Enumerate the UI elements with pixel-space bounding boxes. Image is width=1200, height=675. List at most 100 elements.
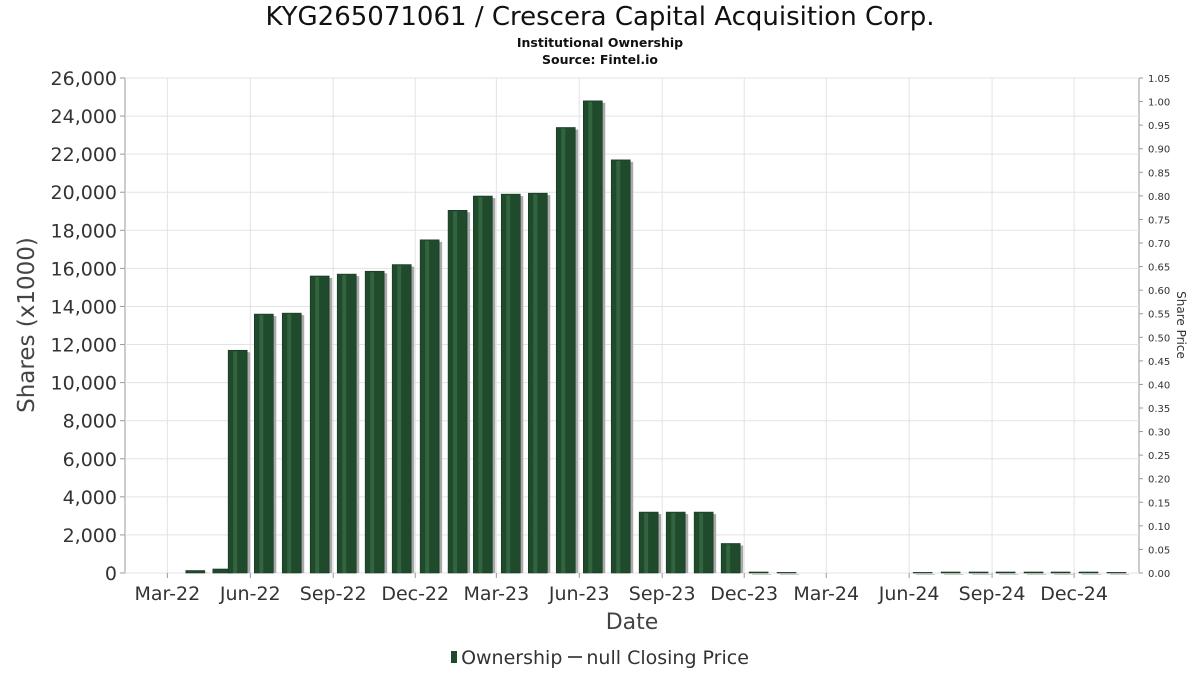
axes-layer: 0 2,000 4,000 6,000 8,000 10,000 12,000 14,000 1… — [51, 68, 1171, 605]
ownership-bar — [693, 511, 714, 574]
y-tick-label: 22,000 — [51, 144, 117, 166]
ownership-bar — [720, 543, 741, 574]
legend-price-swatch — [568, 656, 583, 658]
y2-tick-label: 0.85 — [1148, 168, 1170, 179]
y2-tick-label: 0.55 — [1148, 310, 1170, 321]
x-tick-label: Mar-24 — [793, 583, 859, 605]
y2-tick-label: 0.40 — [1148, 380, 1170, 391]
y2-tick-label: 0.10 — [1148, 522, 1170, 533]
ownership-bar — [582, 100, 603, 574]
y2-tick-label: 0.35 — [1148, 404, 1170, 415]
x-tick-label: Jun-23 — [548, 583, 610, 605]
bar-highlight — [588, 101, 593, 573]
y2-tick-label: 0.30 — [1148, 428, 1170, 439]
x-tick-label: Dec-24 — [1040, 583, 1108, 605]
y2-tick-label: 1.00 — [1148, 98, 1170, 109]
y2-tick-label: 0.75 — [1148, 215, 1170, 226]
ownership-bar — [940, 571, 961, 574]
x-tick-label: Sep-22 — [300, 583, 367, 605]
x-tick-label: Jun-24 — [878, 583, 940, 605]
bars-layer — [185, 100, 1129, 575]
y2-tick-label: 0.45 — [1148, 357, 1170, 368]
y2-tick-label: 0.65 — [1148, 263, 1170, 274]
bar-highlight — [478, 197, 483, 574]
x-tick-label: Mar-22 — [135, 583, 201, 605]
legend-price-label: null Closing Price — [586, 647, 749, 669]
ownership-bar — [555, 127, 576, 574]
bar-shadow — [972, 574, 992, 575]
ownership-bar — [995, 571, 1016, 574]
x-tick-label: Dec-23 — [710, 583, 778, 605]
ownership-bar — [968, 571, 989, 574]
bar-highlight — [699, 513, 704, 573]
legend: Ownership null Closing Price — [0, 647, 1200, 669]
bar-highlight — [259, 315, 264, 573]
bar-highlight — [726, 544, 731, 573]
ownership-bar — [419, 239, 440, 574]
y-tick-label: 4,000 — [63, 487, 117, 509]
ownership-bar — [1050, 571, 1071, 574]
ownership-bar — [336, 273, 357, 574]
ownership-bar — [1078, 571, 1099, 574]
bar-shadow — [999, 574, 1019, 575]
ownership-bar — [227, 349, 248, 574]
ownership-bar — [776, 572, 797, 574]
y-tick-label: 6,000 — [63, 449, 117, 471]
y2-tick-label: 0.05 — [1148, 545, 1170, 556]
bar-highlight — [425, 240, 430, 574]
y-axis-label: Shares (x1000) — [14, 237, 40, 413]
bar-shadow — [1082, 574, 1102, 575]
bar-shadow — [916, 574, 936, 575]
ownership-bar — [1023, 571, 1044, 574]
ownership-bar — [665, 511, 686, 574]
ownership-bar — [500, 193, 521, 574]
ownership-bar — [748, 571, 769, 574]
legend-ownership-label: Ownership — [461, 647, 563, 669]
x-tick-label: Jun-22 — [219, 583, 281, 605]
y2-tick-label: 0.00 — [1148, 569, 1170, 580]
y-tick-label: 14,000 — [51, 296, 117, 318]
y-tick-label: 10,000 — [51, 373, 117, 395]
ownership-bar — [364, 270, 385, 574]
bar-highlight — [342, 275, 347, 573]
y2-tick-label: 0.20 — [1148, 475, 1170, 486]
bar-highlight — [233, 351, 238, 573]
y-tick-label: 8,000 — [63, 411, 117, 433]
bar-shadow — [1054, 574, 1074, 575]
ownership-bar — [254, 313, 274, 574]
bar-highlight — [506, 195, 511, 573]
ownership-bar — [447, 210, 468, 574]
y-tick-label: 12,000 — [51, 335, 117, 357]
bar-shadow — [1027, 574, 1047, 575]
y2-tick-label: 0.50 — [1148, 333, 1170, 344]
y-tick-label: 18,000 — [51, 220, 117, 242]
y2-tick-label: 0.25 — [1148, 451, 1170, 462]
y2-tick-label: 0.70 — [1148, 239, 1170, 250]
chart-source: Source: Fintel.io — [542, 52, 658, 67]
y2-tick-label: 0.90 — [1148, 145, 1170, 156]
y-tick-label: 0 — [105, 563, 117, 585]
ownership-bar — [309, 275, 330, 574]
ownership-bar — [391, 264, 412, 574]
ownership-bar — [185, 570, 206, 574]
ownership-bar — [473, 195, 493, 574]
bar-highlight — [370, 272, 375, 573]
bar-highlight — [561, 128, 566, 573]
ownership-bar — [1106, 572, 1127, 574]
x-tick-label: Sep-24 — [959, 583, 1026, 605]
chart-title: KYG265071061 / Crescera Capital Acquisit… — [265, 2, 935, 32]
bar-shadow — [944, 574, 964, 575]
y2-tick-label: 0.60 — [1148, 286, 1170, 297]
bar-highlight — [644, 513, 649, 573]
y2-tick-label: 0.15 — [1148, 498, 1170, 509]
ownership-bar — [281, 312, 302, 574]
y2-tick-label: 1.05 — [1148, 74, 1170, 85]
x-tick-label: Sep-23 — [629, 583, 696, 605]
y-tick-label: 26,000 — [51, 68, 117, 90]
y-tick-label: 16,000 — [51, 258, 117, 280]
chart-subtitle: Institutional Ownership — [516, 35, 684, 50]
x-axis-label: Date — [606, 610, 659, 635]
legend-ownership-swatch — [451, 651, 458, 663]
bar-highlight — [287, 314, 292, 573]
